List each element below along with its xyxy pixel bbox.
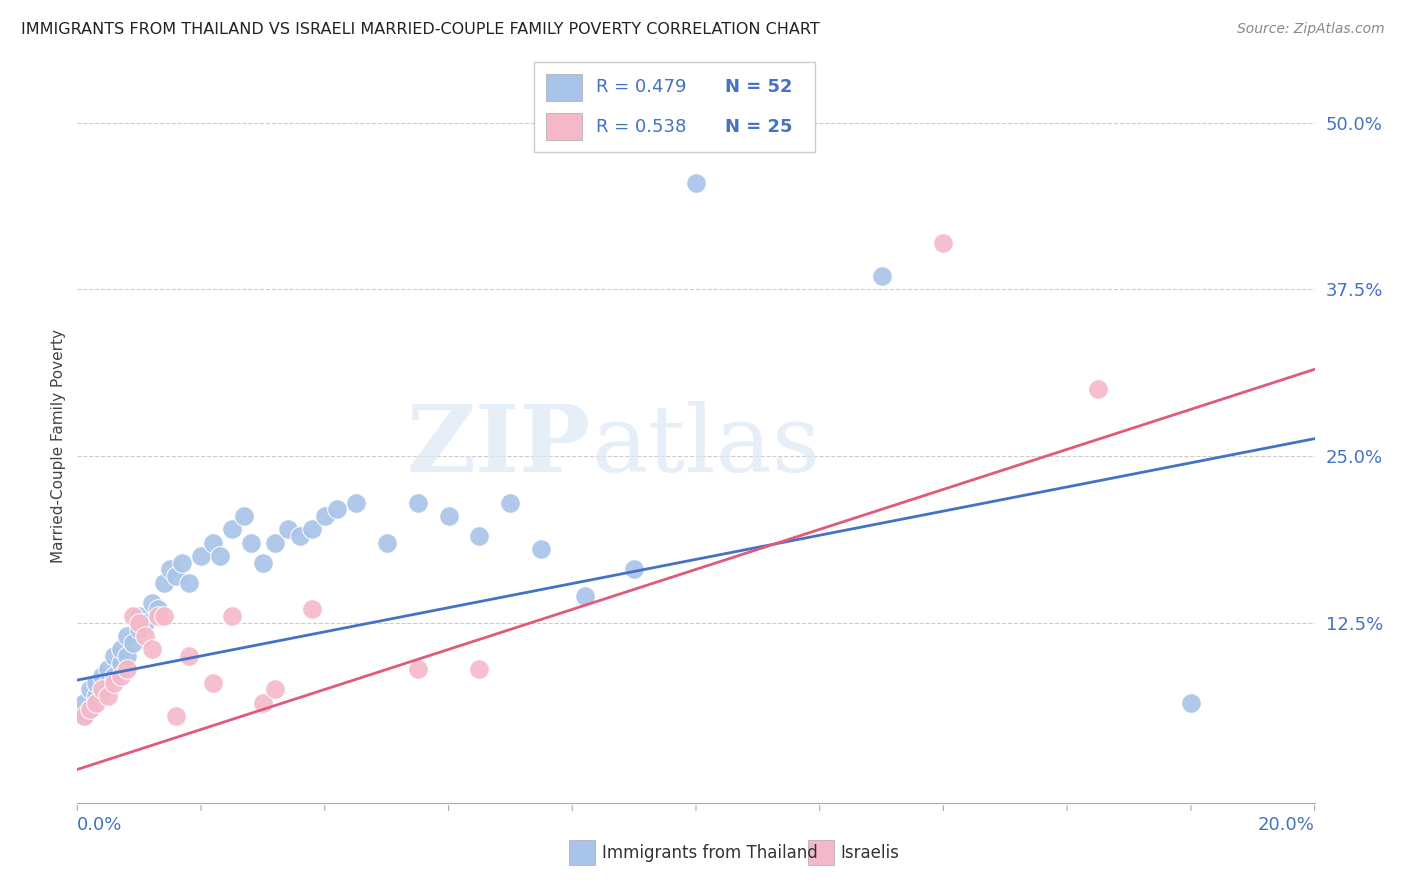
Point — [153, 609, 176, 624]
Point — [870, 268, 893, 283]
Point — [103, 649, 125, 664]
Y-axis label: Married-Couple Family Poverty: Married-Couple Family Poverty — [51, 329, 66, 563]
Point — [91, 682, 114, 697]
Point — [314, 509, 336, 524]
Point — [72, 709, 94, 723]
Point — [97, 689, 120, 703]
Point — [110, 669, 132, 683]
Point — [301, 522, 323, 536]
Point — [115, 629, 138, 643]
Point — [84, 696, 107, 710]
Point — [84, 675, 107, 690]
Point — [252, 696, 274, 710]
Point — [122, 609, 145, 624]
Point — [221, 609, 243, 624]
Point — [159, 562, 181, 576]
Point — [623, 562, 645, 576]
Point — [288, 529, 311, 543]
Point — [375, 535, 398, 549]
Point — [574, 589, 596, 603]
Text: ZIP: ZIP — [406, 401, 591, 491]
Point — [208, 549, 231, 563]
Point — [172, 556, 194, 570]
Point — [84, 689, 107, 703]
Point — [103, 669, 125, 683]
Point — [252, 556, 274, 570]
Point — [122, 636, 145, 650]
Point — [468, 662, 491, 676]
Point — [141, 596, 163, 610]
Text: R = 0.538: R = 0.538 — [596, 118, 686, 136]
Point — [103, 675, 125, 690]
Point — [264, 682, 287, 697]
Point — [72, 709, 94, 723]
Point — [146, 609, 169, 624]
Point — [437, 509, 460, 524]
FancyBboxPatch shape — [534, 62, 815, 152]
Point — [91, 669, 114, 683]
Text: N = 52: N = 52 — [725, 78, 793, 96]
Point — [91, 682, 114, 697]
Text: Source: ZipAtlas.com: Source: ZipAtlas.com — [1237, 22, 1385, 37]
Point — [499, 496, 522, 510]
Point — [134, 629, 156, 643]
Point — [177, 575, 200, 590]
Point — [128, 609, 150, 624]
Point — [233, 509, 256, 524]
Point — [202, 675, 225, 690]
Point — [406, 662, 429, 676]
Point — [277, 522, 299, 536]
Point — [468, 529, 491, 543]
Text: Immigrants from Thailand: Immigrants from Thailand — [602, 844, 817, 862]
Point — [79, 702, 101, 716]
Point — [110, 656, 132, 670]
Point — [685, 176, 707, 190]
Point — [406, 496, 429, 510]
Point — [115, 662, 138, 676]
Text: IMMIGRANTS FROM THAILAND VS ISRAELI MARRIED-COUPLE FAMILY POVERTY CORRELATION CH: IMMIGRANTS FROM THAILAND VS ISRAELI MARR… — [21, 22, 820, 37]
Text: R = 0.479: R = 0.479 — [596, 78, 686, 96]
Text: 0.0%: 0.0% — [77, 816, 122, 834]
Text: atlas: atlas — [591, 401, 820, 491]
Point — [110, 642, 132, 657]
Point — [97, 662, 120, 676]
Point — [165, 709, 187, 723]
Point — [530, 542, 553, 557]
Point — [1180, 696, 1202, 710]
Point — [128, 615, 150, 630]
Point — [301, 602, 323, 616]
Text: N = 25: N = 25 — [725, 118, 793, 136]
Point — [79, 682, 101, 697]
Point — [239, 535, 262, 549]
Point — [1087, 382, 1109, 396]
Point — [115, 649, 138, 664]
Point — [165, 569, 187, 583]
Point — [72, 696, 94, 710]
Point — [128, 623, 150, 637]
Point — [134, 615, 156, 630]
Point — [326, 502, 349, 516]
Point — [177, 649, 200, 664]
Point — [190, 549, 212, 563]
Point — [97, 675, 120, 690]
Point — [202, 535, 225, 549]
FancyBboxPatch shape — [546, 113, 582, 140]
Point — [344, 496, 367, 510]
Point — [146, 602, 169, 616]
Point — [932, 235, 955, 250]
Text: Israelis: Israelis — [841, 844, 900, 862]
Point — [153, 575, 176, 590]
FancyBboxPatch shape — [546, 74, 582, 101]
Point — [141, 642, 163, 657]
Point — [264, 535, 287, 549]
Point — [79, 702, 101, 716]
Point — [221, 522, 243, 536]
Text: 20.0%: 20.0% — [1258, 816, 1315, 834]
